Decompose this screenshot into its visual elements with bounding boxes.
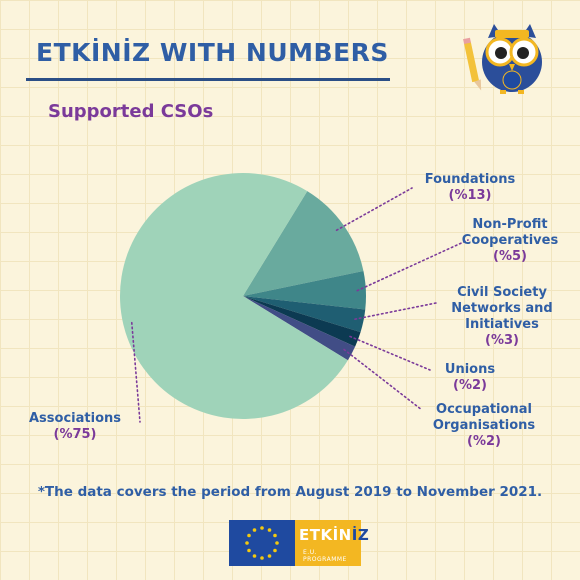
slice-percent-foundations: (%13) [448,188,492,203]
eu-star [267,528,272,532]
pie-slice-foundations [243,191,364,296]
pencil-icon [463,37,482,91]
etkiniz-wordmark: ETKİNİZ E.U. PROGRAMME [295,520,369,566]
eu-star [260,526,264,530]
owl-mascot-icon [463,24,542,94]
pie-slice-non-profit-cooperatives [243,271,366,310]
label-associations: Associations (%75) [13,411,137,443]
pie-slice-associations [119,172,348,419]
eu-star [247,548,251,553]
etkiniz-logo: ETKİNİZ E.U. PROGRAMME [229,520,369,566]
chart-subtitle: Supported CSOs [48,101,214,122]
label-unions: Unions (%2) [440,362,500,394]
eu-star [260,556,264,560]
leader-line-associations [130,321,141,423]
slice-name-foundations: Foundations [424,172,516,187]
pie-slice-civil-society-networks-and-initiatives [243,296,366,333]
logo-word-main: ETKİN [299,526,352,544]
eu-star [267,554,272,558]
slice-percent-associations: (%75) [53,427,97,442]
label-occupational-organisations: Occupational Organisations (%2) [424,402,544,450]
eu-star [275,541,279,545]
slice-percent-non-profit-cooperatives: (%5) [493,249,527,264]
leader-line-occupational-organisations [343,348,423,411]
data-period-note: *The data covers the period from August … [37,484,543,500]
slice-name-civil-society: Civil Society Networks and Initiatives [451,285,553,332]
leader-line-non-profit-cooperatives [356,239,469,292]
label-civil-society: Civil Society Networks and Initiatives (… [440,285,564,349]
eu-star [273,548,277,553]
leader-line-unions [349,335,431,371]
eu-star [247,533,251,538]
label-non-profit-cooperatives: Non-Profit Cooperatives (%5) [460,217,560,265]
eu-flag-icon [229,520,295,566]
slice-percent-occupational-organisations: (%2) [467,434,501,449]
pie-slice-occupational-organisations [243,296,356,361]
slice-name-unions: Unions [444,362,496,377]
pie-slice-unions [243,296,361,347]
eu-star [252,528,257,532]
eu-star [245,541,249,545]
logo-subtext: E.U. PROGRAMME [303,549,347,563]
eu-star [252,554,257,558]
slice-name-non-profit-cooperatives: Non-Profit Cooperatives [461,217,559,248]
leader-line-foundations [335,187,413,232]
label-foundations: Foundations (%13) [410,172,530,204]
leader-line-civil-society-networks-and-initiatives [354,302,437,320]
logo-word-accent: İZ [351,526,370,544]
slice-name-associations: Associations [29,411,121,426]
slice-percent-civil-society: (%3) [485,333,519,348]
eu-star [273,533,277,538]
slice-percent-unions: (%2) [453,378,487,393]
title-underline [26,78,390,81]
page-title: ETKİNİZ WITH NUMBERS [36,38,389,67]
slice-name-occupational-organisations: Occupational Organisations [432,402,536,433]
